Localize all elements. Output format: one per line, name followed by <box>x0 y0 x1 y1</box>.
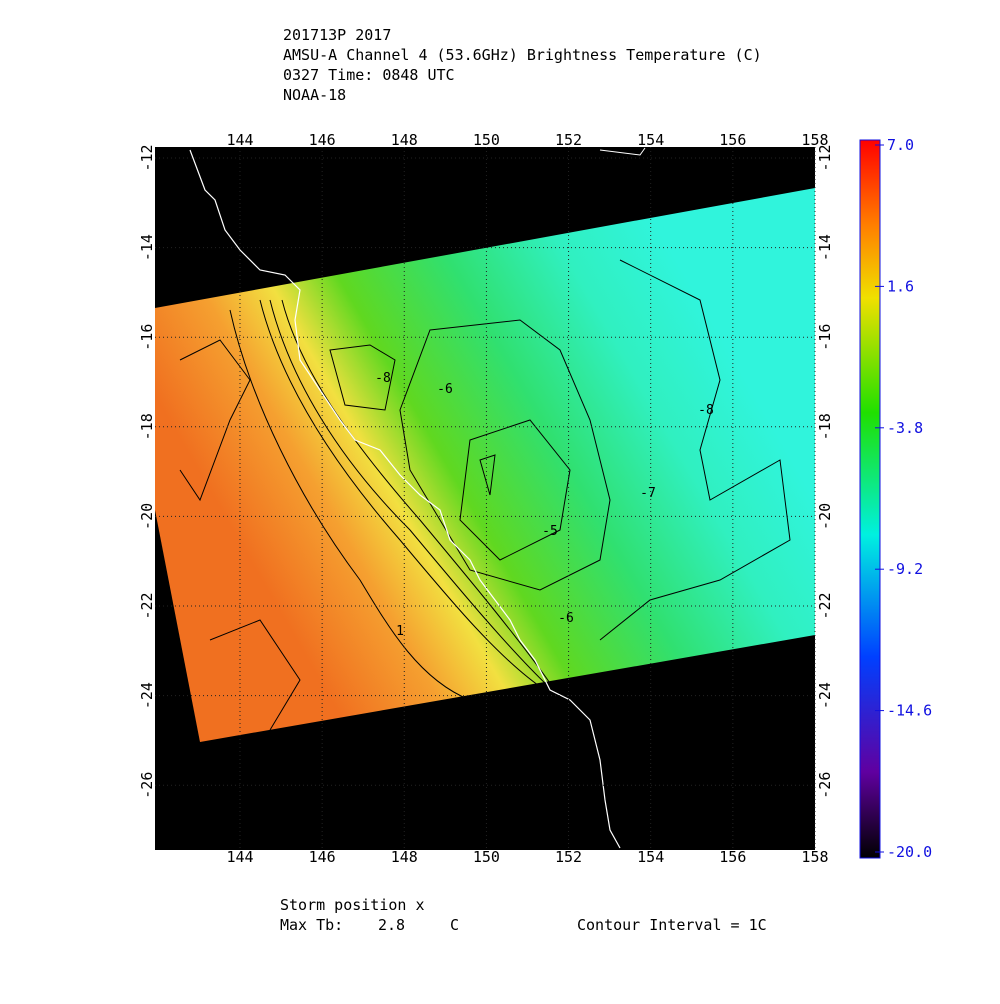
y-tick-label: -16 <box>816 324 834 351</box>
x-tick-label: 144 <box>226 131 253 149</box>
contour-label: -7 <box>640 486 656 501</box>
contour-labels: -8 -6 -8 -7 -5 -6 1 <box>375 371 714 639</box>
x-tick-label: 146 <box>309 848 336 866</box>
contour-interval: Contour Interval = 1C <box>577 916 767 934</box>
coastline <box>189 149 621 849</box>
title-line: AMSU-A Channel 4 (53.6GHz) Brightness Te… <box>283 46 762 64</box>
colorbar-label: 1.6 <box>887 277 914 295</box>
axis-ticks: 144 144 146 146 148 148 150 150 152 152 154 154 156 1… <box>138 131 834 866</box>
y-tick-label: -12 <box>138 144 156 171</box>
colorbar <box>859 139 881 859</box>
contours <box>179 259 791 731</box>
x-tick-label: 156 <box>719 131 746 149</box>
x-tick-label: 150 <box>473 131 500 149</box>
y-tick-label: -14 <box>816 234 834 261</box>
x-tick-label: 158 <box>801 848 828 866</box>
y-tick-label: -22 <box>816 592 834 619</box>
x-tick-label: 156 <box>719 848 746 866</box>
y-tick-label: -14 <box>138 234 156 261</box>
x-tick-label: 158 <box>801 131 828 149</box>
colorbar-label: -14.6 <box>887 702 932 720</box>
y-tick-label: -22 <box>138 592 156 619</box>
header: 201713P 2017 AMSU-A Channel 4 (53.6GHz) B… <box>283 26 762 104</box>
y-tick-label: -18 <box>138 413 156 440</box>
y-tick-label: -26 <box>138 772 156 799</box>
max-tb-value: 2.8 <box>378 916 405 934</box>
y-tick-label: -24 <box>816 682 834 709</box>
max-tb-unit: C <box>450 916 459 934</box>
storm-position: Storm position x <box>280 896 425 914</box>
y-tick-label: -24 <box>138 682 156 709</box>
contour <box>229 309 471 701</box>
contour <box>329 344 396 411</box>
contour <box>459 419 571 561</box>
colorbar-ticks: 7.0 1.6 -3.8 -9.2 -14.6 -20.0 <box>875 136 932 861</box>
contour <box>479 454 496 496</box>
contour <box>599 259 791 641</box>
x-tick-label: 152 <box>555 848 582 866</box>
contour <box>269 299 551 689</box>
title-line: 201713P 2017 <box>283 26 391 44</box>
colorbar-label: -3.8 <box>887 419 923 437</box>
contour-label: -5 <box>542 524 558 539</box>
contour-label: 1 <box>396 624 404 639</box>
x-tick-label: 146 <box>309 131 336 149</box>
contour <box>281 299 553 687</box>
colorbar-label: 7.0 <box>887 136 914 154</box>
colorbar-label: -20.0 <box>887 843 932 861</box>
y-tick-label: -12 <box>816 144 834 171</box>
x-tick-label: 144 <box>226 848 253 866</box>
x-tick-label: 154 <box>637 131 664 149</box>
y-tick-label: -20 <box>816 503 834 530</box>
y-tick-label: -16 <box>138 324 156 351</box>
x-tick-label: 150 <box>473 848 500 866</box>
contour <box>399 319 611 591</box>
y-tick-label: -20 <box>138 503 156 530</box>
x-tick-label: 152 <box>555 131 582 149</box>
contour-label: -6 <box>437 382 453 397</box>
title-line: 0327 Time: 0848 UTC <box>283 66 455 84</box>
contour <box>209 619 301 731</box>
contour-label: -8 <box>375 371 391 386</box>
y-tick-label: -26 <box>816 772 834 799</box>
x-tick-label: 154 <box>637 848 664 866</box>
y-tick-label: -18 <box>816 413 834 440</box>
colorbar-label: -9.2 <box>887 560 923 578</box>
x-tick-label: 148 <box>391 131 418 149</box>
swath <box>155 188 815 742</box>
title-line: NOAA-18 <box>283 86 346 104</box>
max-tb-label: Max Tb: <box>280 916 343 934</box>
coastline <box>599 147 646 156</box>
contour <box>259 299 546 691</box>
x-tick-label: 148 <box>391 848 418 866</box>
contour-label: -6 <box>558 611 574 626</box>
contour-label: -8 <box>698 403 714 418</box>
